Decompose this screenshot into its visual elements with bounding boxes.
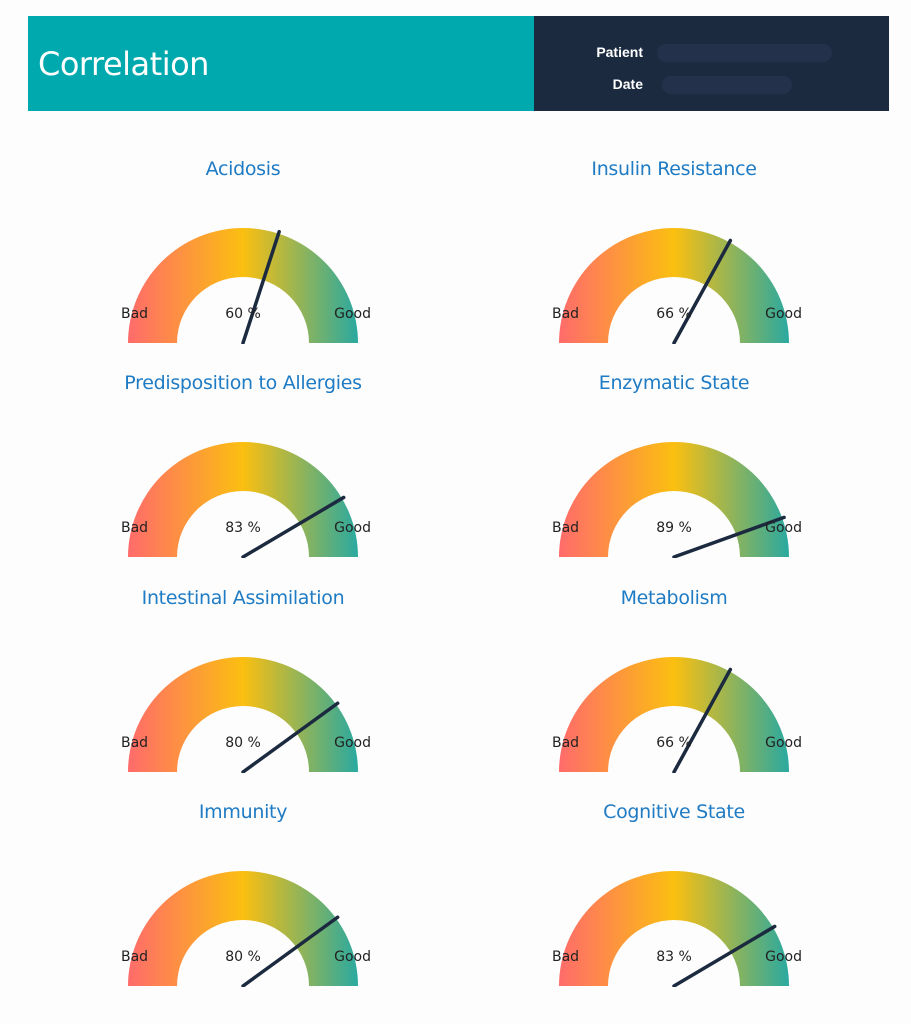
gauge-svg	[128, 657, 358, 773]
gauge-card: Enzymatic State Bad 89 % Good	[544, 372, 804, 562]
gauge-bad-label: Bad	[552, 949, 580, 965]
gauge-title: Immunity	[198, 801, 288, 823]
patient-label: Patient	[596, 44, 643, 60]
patient-info-panel: Patient Date	[534, 16, 889, 111]
gauge-svg	[128, 228, 358, 344]
gauge-bad-label: Bad	[121, 949, 149, 965]
gauge-card: Acidosis Bad 60 % Good	[113, 158, 373, 348]
gauge-bad-label: Bad	[121, 735, 149, 751]
page-title: Correlation	[38, 44, 209, 83]
gauge-bad-label: Bad	[121, 520, 149, 536]
gauge-arc	[559, 442, 789, 557]
gauge-needle	[672, 515, 786, 558]
gauge-title: Enzymatic State	[598, 372, 750, 394]
gauge-bad-label: Bad	[552, 306, 580, 322]
gauge-value-label: 80 %	[225, 949, 261, 965]
gauge-svg	[559, 442, 789, 558]
gauge-card: Intestinal Assimilation Bad 80 % Good	[113, 587, 373, 777]
gauge-value-label: 66 %	[656, 306, 692, 322]
gauge-svg	[128, 871, 358, 987]
gauge-svg	[559, 228, 789, 344]
gauge-value-label: 60 %	[225, 306, 261, 322]
gauge-arc	[128, 228, 358, 343]
patient-value-redacted	[657, 44, 832, 62]
gauge-needle	[241, 915, 340, 987]
gauge-svg	[128, 442, 358, 558]
gauge-value-label: 66 %	[656, 735, 692, 751]
gauge-arc	[128, 657, 358, 772]
gauge-card: Metabolism Bad 66 % Good	[544, 587, 804, 777]
gauge-needle	[672, 667, 733, 773]
gauge-needle	[241, 495, 346, 558]
gauge-svg	[559, 871, 789, 987]
gauge-needle	[241, 701, 340, 773]
gauge-title: Predisposition to Allergies	[124, 372, 362, 394]
report-header: Correlation Patient Date	[28, 16, 889, 111]
gauge-good-label: Good	[334, 949, 371, 965]
gauge-arc	[559, 228, 789, 343]
gauge-title: Acidosis	[205, 158, 281, 180]
gauge-card: Cognitive State Bad 83 % Good	[544, 801, 804, 991]
gauge-good-label: Good	[334, 520, 371, 536]
gauge-card: Insulin Resistance Bad 66 % Good	[544, 158, 804, 348]
gauge-arc	[128, 871, 358, 986]
gauge-arc	[128, 442, 358, 557]
gauge-title: Cognitive State	[603, 801, 745, 823]
gauge-arc	[559, 657, 789, 772]
gauge-bad-label: Bad	[552, 735, 580, 751]
gauge-value-label: 80 %	[225, 735, 261, 751]
gauge-good-label: Good	[765, 306, 802, 322]
date-value-redacted	[662, 76, 792, 94]
header-title-panel: Correlation	[28, 16, 534, 111]
date-label: Date	[612, 76, 643, 92]
gauge-title: Metabolism	[620, 587, 728, 609]
gauge-bad-label: Bad	[552, 520, 580, 536]
gauge-needle	[241, 229, 281, 344]
gauge-bad-label: Bad	[121, 306, 149, 322]
gauge-title: Insulin Resistance	[591, 158, 757, 180]
gauge-good-label: Good	[765, 520, 802, 536]
gauge-value-label: 83 %	[656, 949, 692, 965]
gauge-needle	[672, 924, 777, 987]
gauge-svg	[559, 657, 789, 773]
gauge-good-label: Good	[765, 949, 802, 965]
gauge-title: Intestinal Assimilation	[141, 587, 345, 609]
gauge-card: Immunity Bad 80 % Good	[113, 801, 373, 991]
gauge-value-label: 89 %	[656, 520, 692, 536]
gauge-arc	[559, 871, 789, 986]
gauge-good-label: Good	[765, 735, 802, 751]
gauge-value-label: 83 %	[225, 520, 261, 536]
gauge-needle	[672, 238, 733, 344]
gauge-good-label: Good	[334, 306, 371, 322]
gauge-good-label: Good	[334, 735, 371, 751]
gauge-card: Predisposition to Allergies Bad 83 % Goo…	[113, 372, 373, 562]
